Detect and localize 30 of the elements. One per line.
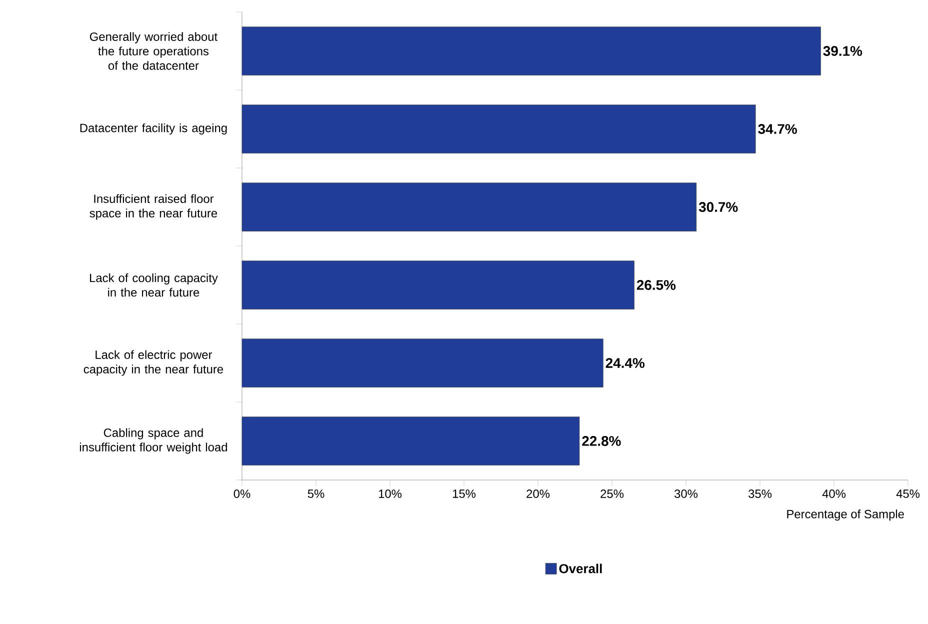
x-tick-label: 45% — [896, 490, 920, 498]
x-tick-label: 40% — [822, 490, 846, 498]
y-tick-label: Lack of cooling capacity in the near future — [90, 273, 218, 297]
data-label: 22.8% — [582, 436, 621, 446]
data-label: 26.5% — [636, 280, 676, 290]
x-tick-label: 15% — [452, 490, 476, 498]
y-tick-label: Datacenter facility is ageing — [80, 123, 227, 135]
y-tick-label: Cabling space and insufficient floor weight load — [80, 428, 227, 454]
bar — [242, 338, 604, 388]
y-tick-label: Generally worried about the future operations of the datacenter — [90, 32, 218, 70]
bar — [242, 260, 634, 310]
x-tick-label: 25% — [600, 490, 624, 498]
data-label: 30.7% — [698, 202, 738, 212]
data-label: 39.1% — [823, 46, 862, 56]
x-tick-label: 5% — [308, 490, 324, 498]
data-label: 24.4% — [606, 358, 644, 368]
bar — [242, 26, 821, 76]
legend-label: Overall — [559, 564, 602, 574]
x-tick-label: 10% — [378, 490, 402, 498]
bar — [242, 416, 580, 466]
y-tick-label: Lack of electric power capacity in the near future — [84, 350, 224, 376]
data-label: 34.7% — [758, 124, 797, 134]
bar — [242, 104, 756, 154]
x-tick-label: 20% — [526, 490, 550, 498]
bar — [242, 182, 697, 232]
x-tick-label: 35% — [748, 490, 772, 498]
x-axis-title: Percentage of Sample — [787, 510, 904, 521]
x-tick-label: 0% — [234, 490, 250, 498]
y-tick-label: Insufficient raised floor space in the near future — [90, 194, 218, 220]
x-tick-label: 30% — [674, 490, 698, 498]
